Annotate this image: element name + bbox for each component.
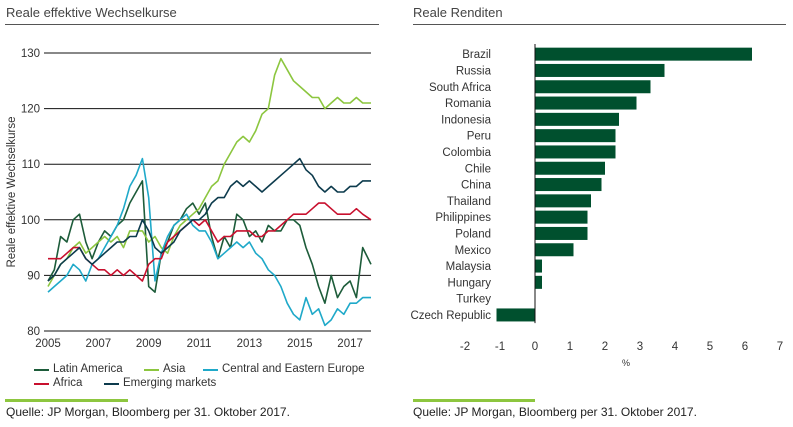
category-label: Turkey — [456, 294, 491, 306]
legend-swatch — [104, 382, 119, 385]
legend-item-cee: Central and Eastern Europe — [203, 362, 365, 377]
bar — [535, 275, 542, 289]
series-line-central-and-eastern-europe — [47, 157, 371, 327]
bar — [535, 161, 605, 175]
x-tick-label: 6 — [742, 341, 748, 353]
category-label: Brazil — [462, 49, 491, 61]
legend-item-emerging-markets: Emerging markets — [104, 376, 216, 391]
left-source-note: Quelle: JP Morgan, Bloomberg per 31. Okt… — [6, 405, 290, 419]
bar — [535, 129, 616, 143]
x-tick-label: 2 — [602, 341, 608, 353]
y-tick-label: 90 — [27, 270, 40, 282]
legend-item-asia: Asia — [144, 362, 185, 377]
x-tick-label: 2005 — [35, 338, 61, 350]
bar — [535, 96, 637, 110]
left-source-accent — [5, 399, 128, 402]
y-tick-label: 130 — [21, 48, 40, 60]
x-tick-label: 0 — [532, 341, 538, 353]
category-label: Hungary — [448, 277, 492, 289]
x-tick-label: 4 — [672, 341, 679, 353]
x-tick-label: -1 — [495, 341, 505, 353]
x-tick-label: -2 — [460, 341, 470, 353]
bar — [535, 47, 752, 61]
right-chart-title: Reale Renditen — [413, 5, 503, 20]
y-tick-label: 80 — [27, 326, 40, 338]
y-tick-label: 110 — [22, 159, 40, 171]
x-axis-label: % — [622, 358, 630, 368]
bar — [535, 259, 542, 273]
legend-swatch — [34, 368, 49, 371]
x-tick-label: 2015 — [287, 338, 313, 350]
bar — [535, 243, 574, 257]
legend-swatch — [144, 368, 159, 371]
left-chart-title: Reale effektive Wechselkurse — [6, 5, 177, 20]
bar — [535, 80, 651, 94]
category-label: Indonesia — [441, 114, 491, 126]
right-title-divider — [413, 24, 786, 25]
y-axis-label: Reale effektive Wechselkurse — [6, 116, 18, 267]
category-label: China — [461, 180, 492, 192]
legend-swatch — [34, 382, 49, 385]
x-tick-label: 7 — [777, 341, 783, 353]
real-yields-chart: Brazil Russia South Africa Romania Indonesia… — [410, 44, 783, 368]
x-tick-label: 2011 — [187, 338, 212, 350]
category-label: Mexico — [455, 245, 491, 257]
bar — [535, 63, 665, 77]
bar — [535, 178, 602, 192]
y-tick-label: 120 — [21, 104, 40, 116]
exchange-rate-chart: 80 90 100 110 120 130 2005 2007 2009 2011 2013 2015… — [6, 48, 372, 350]
category-label: Colombia — [442, 147, 491, 159]
right-source-accent — [413, 399, 535, 402]
x-tick-label: 2017 — [337, 338, 363, 350]
category-label: Malaysia — [446, 261, 492, 273]
series-line-africa — [48, 202, 372, 282]
bar — [535, 226, 588, 240]
category-label: Poland — [455, 228, 491, 240]
legend-item-africa: Africa — [34, 376, 82, 391]
category-label: Chile — [465, 163, 491, 175]
x-tick-label: 2007 — [86, 338, 112, 350]
legend-swatch — [203, 368, 218, 371]
right-source-note: Quelle: JP Morgan, Bloomberg per 31. Okt… — [413, 405, 697, 419]
category-label: South Africa — [429, 82, 492, 94]
bar — [535, 210, 588, 224]
y-tick-label: 100 — [21, 215, 40, 227]
category-label: Philippines — [435, 212, 491, 224]
bar — [535, 145, 616, 159]
series-line-asia — [47, 57, 371, 287]
x-tick-label: 1 — [567, 341, 573, 353]
category-label: Romania — [445, 98, 492, 110]
bar — [496, 308, 535, 322]
x-tick-label: 2013 — [237, 338, 263, 350]
x-tick-label: 3 — [637, 341, 643, 353]
category-label: Russia — [456, 65, 492, 77]
category-label: Peru — [467, 131, 491, 143]
bar — [535, 112, 619, 126]
x-tick-label: 2009 — [136, 338, 162, 350]
series-line-latin-america — [47, 180, 372, 305]
x-tick-label: 5 — [707, 341, 713, 353]
bar — [535, 194, 591, 208]
series-line-emerging-markets — [47, 157, 371, 282]
category-label: Czech Republic — [410, 310, 491, 322]
category-label: Thailand — [447, 196, 491, 208]
legend-item-latin-america: Latin America — [34, 362, 123, 377]
left-title-divider — [5, 24, 379, 25]
